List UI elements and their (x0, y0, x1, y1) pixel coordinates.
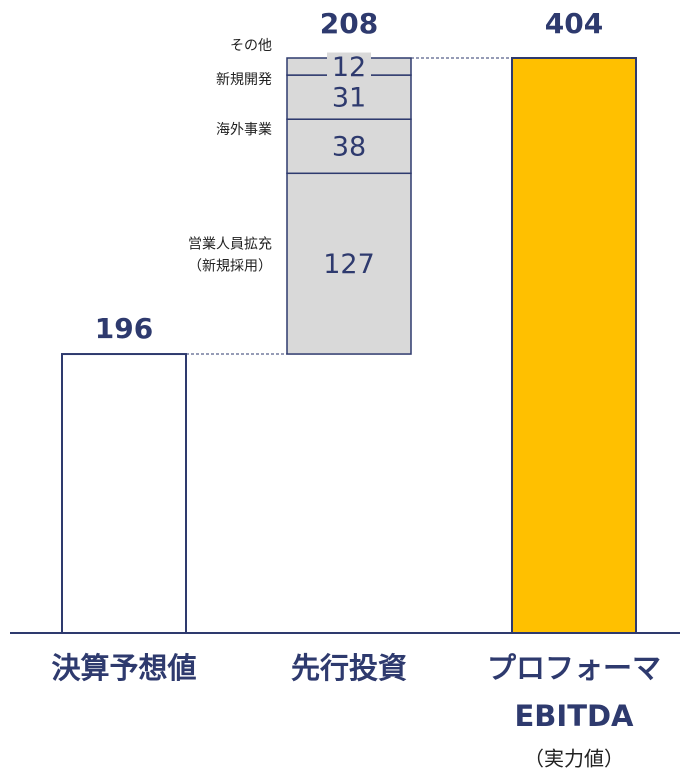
bar (61, 353, 187, 634)
segment-name: 海外事業 (216, 122, 272, 138)
segment-name: その他 (230, 38, 272, 54)
value-label: 404 (545, 7, 603, 40)
label-bg (327, 52, 371, 81)
x-label: プロフォーマ (487, 651, 661, 685)
segment-value: 38 (332, 132, 366, 163)
x-label: 決算予想値 (51, 651, 196, 685)
value-label: 196 (95, 312, 153, 345)
segment-name: 営業人員拡充 (188, 237, 272, 253)
x-label: 先行投資 (291, 651, 407, 685)
x-label: EBITDA (514, 699, 634, 733)
segment (286, 118, 412, 175)
total-label: 208 (320, 7, 378, 40)
segment-value: 12 (332, 52, 366, 83)
segment-value: 127 (323, 249, 375, 280)
bar (511, 57, 637, 634)
segment-name: 新規開発 (216, 72, 272, 88)
segment-name: （新規採用） (188, 259, 272, 275)
segment (286, 172, 412, 355)
segment-value: 31 (332, 83, 366, 114)
x-sublabel: （実力値） (524, 747, 624, 771)
